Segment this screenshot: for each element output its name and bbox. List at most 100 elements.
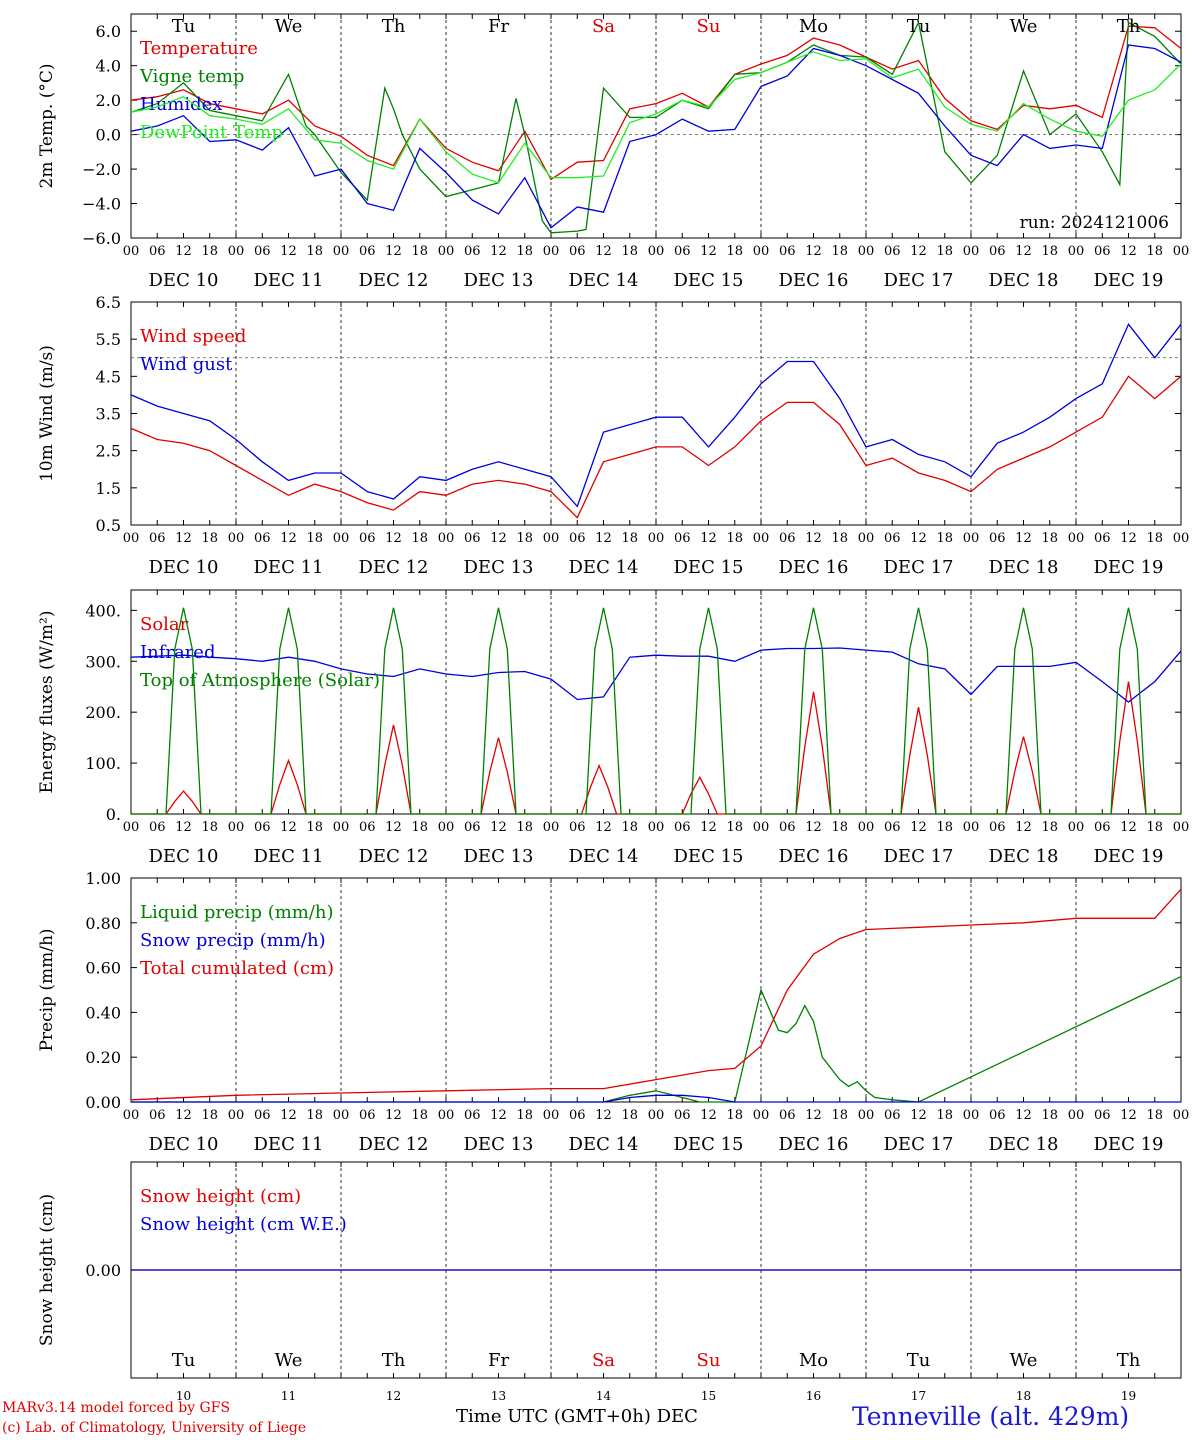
hour-tick-label: 12 (280, 820, 297, 835)
hour-tick-label: 00 (438, 244, 455, 259)
hour-tick-label: 06 (569, 820, 586, 835)
hour-tick-label: 00 (543, 820, 560, 835)
hour-tick-label: 00 (753, 1108, 770, 1123)
date-label: DEC 13 (464, 270, 534, 291)
y-tick-label: 2.5 (96, 442, 121, 461)
y-tick-label: 0.20 (85, 1048, 121, 1067)
weekday-label: Tu (907, 1350, 931, 1371)
legend-entry: Infrared (140, 642, 215, 663)
day-number-label: 11 (281, 1389, 296, 1403)
hour-tick-label: 18 (621, 1108, 638, 1123)
day-number-label: 19 (1121, 1389, 1136, 1403)
hour-tick-label: 06 (884, 1108, 901, 1123)
hour-tick-label: 06 (359, 820, 376, 835)
series-line-wind-speed (130, 375, 1182, 519)
hour-tick-label: 18 (936, 244, 953, 259)
lab-credit: (c) Lab. of Climatology, University of L… (2, 1420, 307, 1436)
hour-tick-label: 00 (333, 1108, 350, 1123)
y-tick-label: −2.0 (82, 160, 121, 179)
weekday-label: Th (382, 16, 406, 37)
panel-frame (130, 589, 1182, 815)
hour-tick-label: 18 (1041, 531, 1058, 546)
date-label: DEC 17 (884, 846, 954, 867)
hour-tick-label: 00 (648, 1108, 665, 1123)
y-tick-label: 4.0 (96, 57, 121, 76)
weekday-label: Th (1117, 16, 1141, 37)
hour-tick-label: 06 (884, 820, 901, 835)
hour-tick-label: 00 (858, 1108, 875, 1123)
hour-tick-label: 06 (359, 1108, 376, 1123)
series-line-snow-precip-mm-h- (131, 1094, 1181, 1103)
hour-tick-label: 00 (858, 820, 875, 835)
hour-tick-label: 12 (490, 244, 507, 259)
legend-entry: Snow height (cm) (140, 1186, 301, 1207)
hour-tick-label: 18 (621, 820, 638, 835)
hour-tick-label: 12 (175, 1108, 192, 1123)
hour-tick-label: 06 (149, 531, 166, 546)
hour-tick-label: 00 (438, 1108, 455, 1123)
hour-tick-label: 00 (753, 244, 770, 259)
hour-tick-label: 18 (201, 820, 218, 835)
hour-tick-label: 00 (1173, 820, 1190, 835)
date-label: DEC 13 (464, 846, 534, 867)
y-tick-label: 4.5 (96, 367, 121, 386)
hour-tick-label: 06 (1094, 244, 1111, 259)
hour-tick-label: 06 (989, 244, 1006, 259)
legend-entry: Temperature (140, 38, 258, 59)
y-tick-label: 6.5 (96, 293, 121, 312)
model-credit: MARv3.14 model forced by GFS (2, 1400, 231, 1416)
y-axis-label: Snow height (cm) (37, 1194, 57, 1346)
hour-tick-label: 12 (1120, 244, 1137, 259)
station-name: Tenneville (alt. 429m) (852, 1402, 1130, 1431)
hour-tick-label: 00 (438, 531, 455, 546)
hour-tick-label: 12 (805, 820, 822, 835)
hour-tick-label: 18 (411, 1108, 428, 1123)
date-label: DEC 13 (464, 557, 534, 578)
date-label: DEC 16 (779, 1134, 849, 1155)
series-line-temperature (130, 25, 1182, 181)
hour-tick-label: 06 (569, 1108, 586, 1123)
day-number-label: 18 (1016, 1389, 1031, 1403)
date-label: DEC 17 (884, 557, 954, 578)
weekday-label: Th (382, 1350, 406, 1371)
hour-tick-label: 18 (516, 244, 533, 259)
date-label: DEC 14 (569, 270, 639, 291)
hour-tick-label: 18 (306, 1108, 323, 1123)
weekday-label: Mo (799, 1350, 828, 1371)
hour-tick-label: 06 (674, 531, 691, 546)
hour-tick-label: 12 (700, 531, 717, 546)
hour-tick-label: 06 (254, 531, 271, 546)
date-label: DEC 10 (149, 1134, 219, 1155)
series-line-top-of-atmosphere-solar- (131, 607, 1181, 815)
date-label: DEC 10 (149, 846, 219, 867)
legend-entry: Total cumulated (cm) (140, 958, 334, 979)
legend-entry: Vigne temp (139, 66, 244, 87)
y-tick-label: 400. (85, 601, 121, 620)
day-number-label: 10 (176, 1389, 191, 1403)
hour-tick-label: 18 (726, 531, 743, 546)
hour-tick-label: 06 (1094, 531, 1111, 546)
hour-tick-label: 00 (228, 531, 245, 546)
date-label: DEC 11 (254, 1134, 324, 1155)
hour-tick-label: 00 (228, 820, 245, 835)
legend-entry: Liquid precip (mm/h) (140, 902, 334, 923)
date-label: DEC 13 (464, 1134, 534, 1155)
hour-tick-label: 06 (569, 531, 586, 546)
date-label: DEC 12 (359, 1134, 429, 1155)
weekday-label: Fr (488, 16, 509, 37)
hour-tick-label: 12 (1015, 1108, 1032, 1123)
y-tick-label: 2.0 (96, 91, 121, 110)
weekday-label: Tu (172, 1350, 196, 1371)
hour-tick-label: 12 (490, 820, 507, 835)
hour-tick-label: 18 (831, 820, 848, 835)
hour-tick-label: 12 (700, 244, 717, 259)
hour-tick-label: 06 (674, 1108, 691, 1123)
day-number-label: 15 (701, 1389, 716, 1403)
hour-tick-label: 12 (595, 1108, 612, 1123)
hour-tick-label: 00 (1173, 1108, 1190, 1123)
hour-tick-label: 18 (936, 1108, 953, 1123)
date-label: DEC 17 (884, 270, 954, 291)
hour-tick-label: 06 (674, 244, 691, 259)
hour-tick-label: 00 (123, 820, 140, 835)
hour-tick-label: 12 (910, 820, 927, 835)
